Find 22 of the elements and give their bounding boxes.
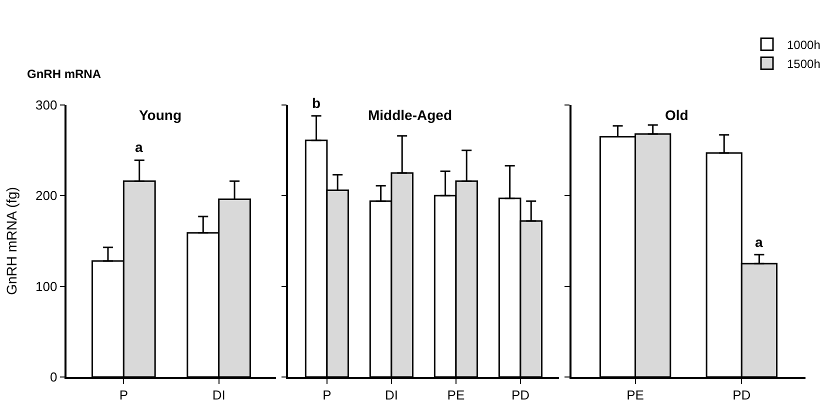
chart-title: Old xyxy=(665,107,688,123)
x-tick-label: PE xyxy=(626,387,644,402)
chart-title: Young xyxy=(139,107,182,123)
text: GnRH mRNA xyxy=(27,67,102,81)
y-tick-label: 300 xyxy=(36,98,58,113)
x-tick-label: PD xyxy=(732,387,751,402)
x-tick-label: PD xyxy=(511,387,530,402)
x-tick-label: P xyxy=(322,387,332,402)
y-tick-label: 100 xyxy=(36,278,58,294)
annotation: a xyxy=(135,139,143,155)
chart-title: Middle-Aged xyxy=(368,107,452,123)
legend-label: 1000h xyxy=(787,38,820,52)
y-tick-label: 200 xyxy=(36,188,58,204)
x-tick-label: DI xyxy=(384,387,398,402)
y-axis-title: GnRH mRNA (fg) xyxy=(4,186,20,296)
x-tick-label: PE xyxy=(447,387,465,402)
annotation: a xyxy=(755,234,763,250)
annotation: b xyxy=(312,95,321,111)
x-tick-label: P xyxy=(119,387,128,402)
legend-label: 1500h xyxy=(787,56,820,71)
x-tick-label: DI xyxy=(212,387,226,402)
y-tick-label: 0 xyxy=(50,370,58,385)
